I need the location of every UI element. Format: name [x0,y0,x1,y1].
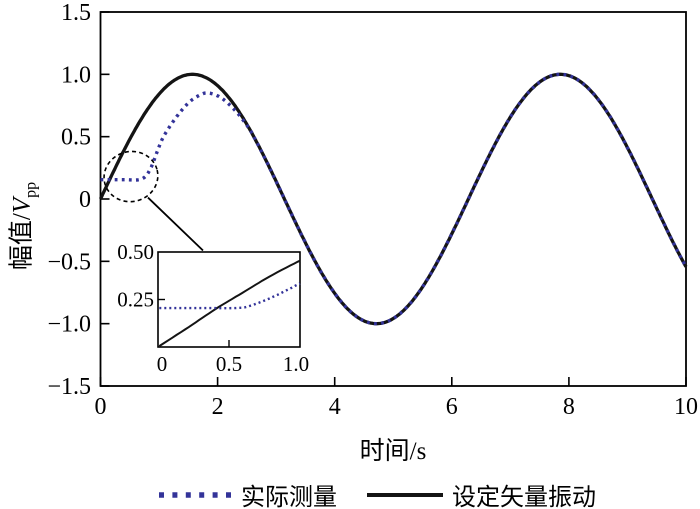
y-tick-label: −1.0 [47,312,91,338]
inset-x-tick-label: 0 [157,352,168,376]
legend-label-measured: 实际测量 [241,485,337,509]
callout-line [147,196,204,252]
zoom-region-ellipse [103,150,159,203]
y-tick-label: 1.0 [61,62,91,88]
x-axis-label: 时间/s [359,438,427,465]
y-tick-label: 0 [79,187,91,213]
legend-marker-measured [156,490,232,500]
inset-y-tick-label: 0.25 [117,288,154,312]
legend-marker-set [367,490,443,500]
x-tick-label: 4 [329,394,341,420]
y-tick-label: −1.5 [47,374,91,400]
legend-label-set: 设定矢量振动 [452,485,596,509]
inset-x-tick-label: 1.0 [283,352,309,376]
y-axis-label: 幅值/Vpp [2,182,41,270]
series-measured-curve [100,72,688,326]
y-tick-label: 1.5 [61,0,91,26]
x-tick-label: 8 [563,394,575,420]
x-tick-label: 0 [95,394,107,420]
y-axis-label-subscript: pp [22,181,40,198]
y-tick-label: −0.5 [47,249,91,275]
inset-set-curve [158,259,301,347]
y-axis-label-variable: V [8,197,36,214]
x-tick-label: 10 [674,394,698,420]
legend: 实际测量 设定矢量振动 [156,477,596,509]
y-tick-label: 0.5 [61,125,91,151]
x-tick-label: 6 [446,394,458,420]
inset-measured-curve [159,282,301,310]
inset-x-tick-label: 0.5 [216,352,242,376]
inset-y-tick-label: 0.50 [117,240,154,264]
solid-line-icon [367,492,443,497]
dotted-line-icon [159,491,232,498]
x-tick-label: 2 [212,394,224,420]
y-axis-label-text: 幅值/ [8,213,36,271]
